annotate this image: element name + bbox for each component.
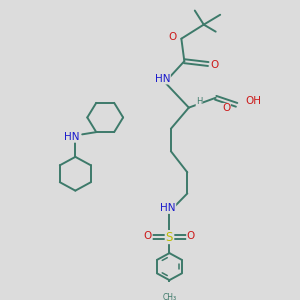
- Text: S: S: [166, 231, 173, 244]
- Text: O: O: [211, 60, 219, 70]
- Text: HN: HN: [160, 203, 176, 213]
- Text: O: O: [222, 103, 230, 113]
- Text: O: O: [169, 32, 177, 42]
- Text: HN: HN: [64, 132, 79, 142]
- Text: CH₃: CH₃: [162, 293, 176, 300]
- Text: O: O: [187, 231, 195, 241]
- Text: H: H: [196, 97, 203, 106]
- Text: HN: HN: [155, 74, 170, 84]
- Text: OH: OH: [245, 96, 261, 106]
- Text: O: O: [144, 231, 152, 241]
